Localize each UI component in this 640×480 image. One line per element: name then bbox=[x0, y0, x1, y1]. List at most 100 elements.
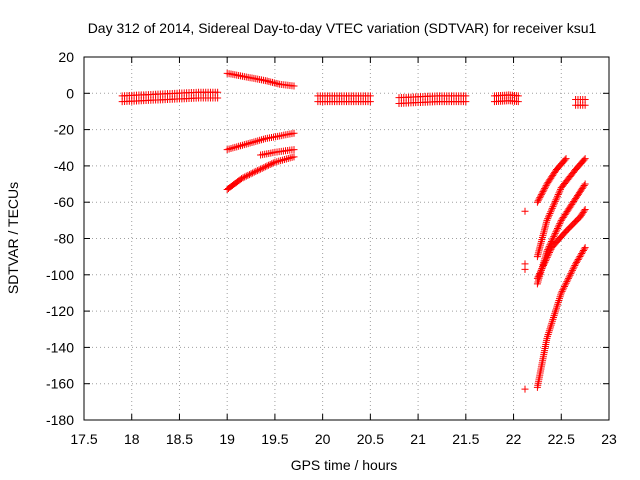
data-point bbox=[240, 141, 248, 149]
data-point bbox=[541, 222, 549, 230]
x-axis-label: GPS time / hours bbox=[291, 457, 398, 473]
data-point bbox=[548, 204, 556, 212]
data-point bbox=[282, 155, 290, 163]
data-point bbox=[581, 155, 589, 163]
data-point bbox=[536, 268, 544, 276]
data-point bbox=[252, 167, 260, 175]
data-point bbox=[265, 161, 273, 169]
data-point bbox=[537, 237, 545, 245]
data-point bbox=[290, 82, 298, 90]
data-point bbox=[555, 295, 563, 303]
x-tick-label: 22.5 bbox=[548, 431, 575, 447]
data-point bbox=[249, 169, 257, 177]
data-point bbox=[539, 188, 547, 196]
data-point bbox=[288, 153, 296, 161]
data-point bbox=[566, 271, 574, 279]
data-point bbox=[286, 154, 294, 162]
data-point bbox=[547, 208, 555, 216]
data-point bbox=[533, 253, 541, 261]
y-tick-label: -60 bbox=[54, 194, 74, 210]
data-point bbox=[574, 255, 582, 263]
x-tick-label: 20 bbox=[315, 431, 331, 447]
data-point bbox=[255, 166, 263, 174]
x-tick-label: 21.5 bbox=[452, 431, 479, 447]
data-point bbox=[540, 226, 548, 234]
x-tick-label: 21 bbox=[410, 431, 426, 447]
data-point bbox=[547, 323, 555, 331]
data-point bbox=[541, 183, 549, 191]
data-point bbox=[553, 302, 561, 310]
series-band-b bbox=[314, 92, 374, 106]
data-point bbox=[246, 139, 254, 147]
data-point bbox=[284, 154, 292, 162]
data-point bbox=[560, 284, 568, 292]
data-point bbox=[229, 144, 237, 152]
data-point bbox=[541, 258, 549, 266]
data-point bbox=[536, 194, 544, 202]
data-point bbox=[259, 135, 267, 143]
data-point bbox=[544, 252, 552, 260]
data-point bbox=[544, 213, 552, 221]
data-point bbox=[557, 218, 565, 226]
data-point bbox=[572, 260, 580, 268]
data-point bbox=[260, 164, 268, 172]
data-point bbox=[248, 138, 256, 146]
data-point bbox=[552, 228, 560, 236]
data-point bbox=[579, 247, 587, 255]
x-tick-label: 22 bbox=[506, 431, 522, 447]
data-point bbox=[235, 142, 243, 150]
x-tick-label: 18 bbox=[124, 431, 140, 447]
data-point bbox=[573, 257, 581, 265]
data-point bbox=[534, 249, 542, 257]
data-point bbox=[543, 216, 551, 224]
data-point bbox=[546, 209, 554, 217]
data-point bbox=[555, 297, 563, 305]
data-point bbox=[239, 174, 247, 182]
series-band-c bbox=[395, 92, 470, 107]
data-point bbox=[550, 314, 558, 322]
data-point bbox=[548, 236, 556, 244]
y-tick-label: -100 bbox=[46, 267, 74, 283]
data-point bbox=[539, 263, 547, 271]
series-arc-19-top bbox=[223, 69, 298, 90]
data-point bbox=[534, 273, 542, 281]
data-point bbox=[242, 172, 250, 180]
data-point bbox=[547, 206, 555, 214]
data-point bbox=[581, 244, 589, 252]
y-tick-label: -140 bbox=[46, 339, 74, 355]
data-point bbox=[539, 230, 547, 238]
y-tick-label: -160 bbox=[46, 376, 74, 392]
data-point bbox=[554, 191, 562, 199]
data-point bbox=[250, 168, 258, 176]
data-point bbox=[269, 159, 277, 167]
data-point bbox=[546, 247, 554, 255]
data-point bbox=[536, 243, 544, 251]
data-point bbox=[554, 192, 562, 200]
data-point bbox=[537, 191, 545, 199]
data-point bbox=[550, 231, 558, 239]
y-tick-label: -20 bbox=[54, 122, 74, 138]
series-arc-19-mid bbox=[223, 129, 298, 154]
y-tick-label: -40 bbox=[54, 158, 74, 174]
data-point bbox=[266, 161, 274, 169]
series-arc-22-1 bbox=[533, 155, 570, 206]
data-point bbox=[227, 144, 235, 152]
data-point bbox=[551, 197, 559, 205]
y-tick-label: -180 bbox=[46, 412, 74, 428]
data-point bbox=[570, 263, 578, 271]
data-point bbox=[521, 265, 529, 273]
data-point bbox=[236, 176, 244, 184]
data-point bbox=[366, 98, 374, 106]
data-points bbox=[118, 69, 589, 393]
data-point bbox=[578, 250, 586, 258]
data-point bbox=[261, 163, 269, 171]
data-point bbox=[258, 164, 266, 172]
data-point bbox=[277, 157, 285, 165]
data-point bbox=[564, 276, 572, 284]
ticks: 17.5 18 18.5 19 19.5 20 20.5 21 21.5 22 22.5 23 -180… bbox=[46, 49, 617, 447]
series-arc-22-4 bbox=[533, 205, 589, 282]
data-point bbox=[548, 317, 556, 325]
data-point bbox=[564, 274, 572, 282]
data-point bbox=[568, 268, 576, 276]
